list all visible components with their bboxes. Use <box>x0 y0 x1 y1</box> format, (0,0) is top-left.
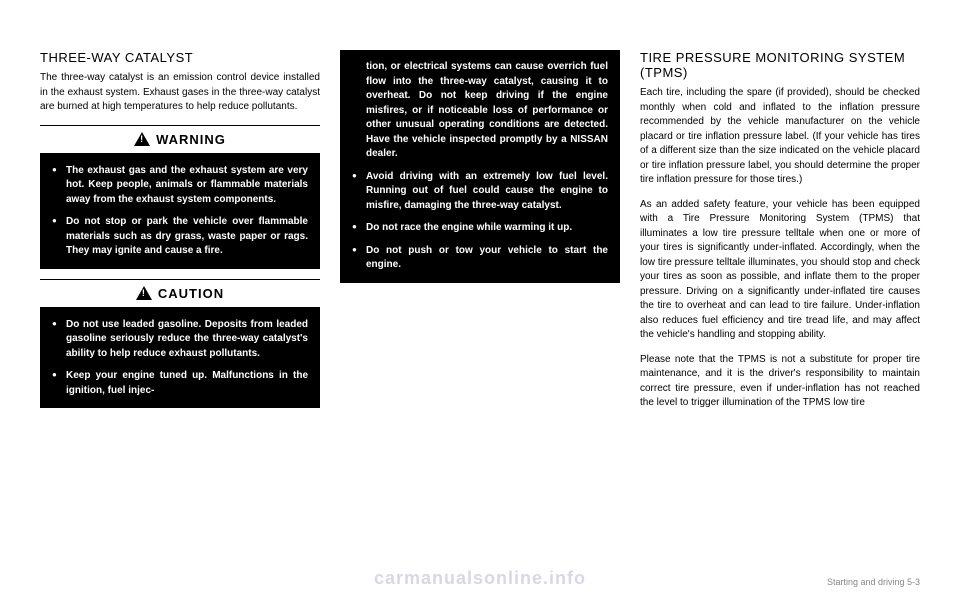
manual-page: THREE-WAY CATALYST The three-way catalys… <box>0 0 960 607</box>
continuation-text: tion, or electrical systems can cause ov… <box>352 60 608 162</box>
warning-icon <box>134 132 150 146</box>
warning-content: The exhaust gas and the exhaust system a… <box>40 154 320 269</box>
caution-item: Avoid driving with an extremely low fuel… <box>352 170 608 214</box>
warning-item: Do not stop or park the vehicle over fla… <box>52 215 308 259</box>
section-heading-catalyst: THREE-WAY CATALYST <box>40 50 320 65</box>
tpms-paragraph-3: Please note that the TPMS is not a subst… <box>640 353 920 411</box>
caution-item: Keep your engine tuned up. Malfunctions … <box>52 369 308 398</box>
caution-item: Do not race the engine while warming it … <box>352 221 608 236</box>
page-footer: Starting and driving 5-3 <box>827 577 920 587</box>
warning-header: WARNING <box>40 125 320 154</box>
warning-box: WARNING The exhaust gas and the exhaust … <box>40 125 320 269</box>
caution-icon <box>136 286 152 300</box>
section-heading-tpms: TIRE PRESSURE MONITORING SYSTEM (TPMS) <box>640 50 920 80</box>
column-3: TIRE PRESSURE MONITORING SYSTEM (TPMS) E… <box>640 50 920 577</box>
tpms-paragraph-2: As an added safety feature, your vehicle… <box>640 198 920 343</box>
caution-box: CAUTION Do not use leaded gasoline. Depo… <box>40 279 320 409</box>
caution-content: Do not use leaded gasoline. Deposits fro… <box>40 308 320 409</box>
caution-item: Do not use leaded gasoline. Deposits fro… <box>52 318 308 362</box>
caution-continuation: tion, or electrical systems can cause ov… <box>340 50 620 283</box>
warning-label: WARNING <box>156 132 226 147</box>
caution-item: Do not push or tow your vehicle to start… <box>352 244 608 273</box>
intro-paragraph: The three-way catalyst is an emission co… <box>40 71 320 115</box>
column-2: tion, or electrical systems can cause ov… <box>340 50 620 577</box>
column-1: THREE-WAY CATALYST The three-way catalys… <box>40 50 320 577</box>
tpms-paragraph-1: Each tire, including the spare (if provi… <box>640 86 920 188</box>
caution-header: CAUTION <box>40 279 320 308</box>
caution-label: CAUTION <box>158 286 224 301</box>
warning-item: The exhaust gas and the exhaust system a… <box>52 164 308 208</box>
